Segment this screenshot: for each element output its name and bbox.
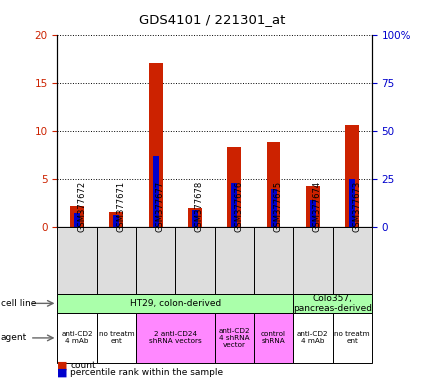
Bar xyxy=(57,294,293,313)
Text: agent: agent xyxy=(1,333,27,343)
Text: GSM377674: GSM377674 xyxy=(313,181,322,232)
Bar xyxy=(149,63,162,227)
Bar xyxy=(349,179,355,227)
Text: control
shRNA: control shRNA xyxy=(261,331,286,344)
Bar xyxy=(215,227,254,294)
Text: 2 anti-CD24
shRNA vectors: 2 anti-CD24 shRNA vectors xyxy=(149,331,202,344)
Bar xyxy=(332,227,372,294)
Bar xyxy=(57,227,96,294)
Text: anti-CD2
4 shRNA
vector: anti-CD2 4 shRNA vector xyxy=(218,328,250,348)
Text: GSM377672: GSM377672 xyxy=(77,181,86,232)
Bar xyxy=(96,313,136,363)
Text: count: count xyxy=(70,361,96,370)
Bar xyxy=(293,313,332,363)
Bar xyxy=(110,212,123,227)
Bar xyxy=(293,227,332,294)
Text: GSM377673: GSM377673 xyxy=(352,181,361,232)
Text: ■: ■ xyxy=(57,361,68,371)
Bar xyxy=(188,208,202,227)
Bar xyxy=(175,227,215,294)
Bar xyxy=(310,200,316,227)
Bar xyxy=(332,313,372,363)
Bar xyxy=(136,227,175,294)
Text: percentile rank within the sample: percentile rank within the sample xyxy=(70,368,223,377)
Bar xyxy=(70,207,84,227)
Bar xyxy=(74,213,80,227)
Bar xyxy=(254,227,293,294)
Bar xyxy=(57,313,96,363)
Bar xyxy=(192,210,198,227)
Bar xyxy=(267,142,280,227)
Text: cell line: cell line xyxy=(1,299,36,308)
Bar xyxy=(136,313,215,363)
Bar xyxy=(227,147,241,227)
Bar xyxy=(153,157,159,227)
Text: GDS4101 / 221301_at: GDS4101 / 221301_at xyxy=(139,13,286,26)
Text: GSM377671: GSM377671 xyxy=(116,181,125,232)
Bar xyxy=(215,313,254,363)
Text: Colo357,
pancreas-derived: Colo357, pancreas-derived xyxy=(293,294,372,313)
Text: ■: ■ xyxy=(57,367,68,377)
Text: GSM377675: GSM377675 xyxy=(274,181,283,232)
Bar xyxy=(113,215,119,227)
Bar xyxy=(346,125,359,227)
Text: anti-CD2
4 mAb: anti-CD2 4 mAb xyxy=(61,331,93,344)
Text: HT29, colon-derived: HT29, colon-derived xyxy=(130,299,221,308)
Text: no treatm
ent: no treatm ent xyxy=(99,331,134,344)
Text: no treatm
ent: no treatm ent xyxy=(334,331,370,344)
Bar xyxy=(306,186,320,227)
Text: GSM377678: GSM377678 xyxy=(195,181,204,232)
Text: GSM377677: GSM377677 xyxy=(156,181,164,232)
Bar xyxy=(271,189,277,227)
Bar xyxy=(96,227,136,294)
Bar xyxy=(254,313,293,363)
Bar xyxy=(231,184,237,227)
Text: GSM377676: GSM377676 xyxy=(234,181,243,232)
Bar xyxy=(293,294,372,313)
Text: anti-CD2
4 mAb: anti-CD2 4 mAb xyxy=(297,331,329,344)
